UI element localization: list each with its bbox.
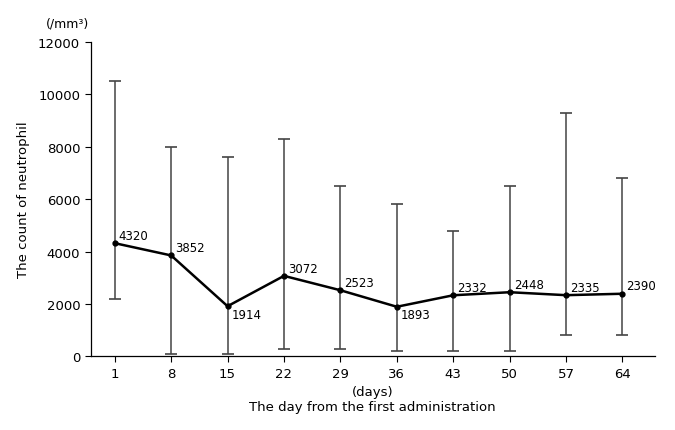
Text: 3072: 3072 xyxy=(288,262,318,275)
Y-axis label: The count of neutrophil: The count of neutrophil xyxy=(17,122,30,278)
Text: (/mm³): (/mm³) xyxy=(45,17,88,30)
Text: 2448: 2448 xyxy=(514,278,543,291)
Text: 2335: 2335 xyxy=(570,281,599,294)
Text: 1893: 1893 xyxy=(401,308,431,321)
Text: 2523: 2523 xyxy=(344,276,374,289)
Text: 4320: 4320 xyxy=(119,229,148,242)
X-axis label: (days)
The day from the first administration: (days) The day from the first administra… xyxy=(249,385,496,413)
Text: 2390: 2390 xyxy=(626,280,656,293)
Text: 1914: 1914 xyxy=(232,308,262,321)
Text: 3852: 3852 xyxy=(176,242,205,255)
Text: 2332: 2332 xyxy=(457,281,487,294)
